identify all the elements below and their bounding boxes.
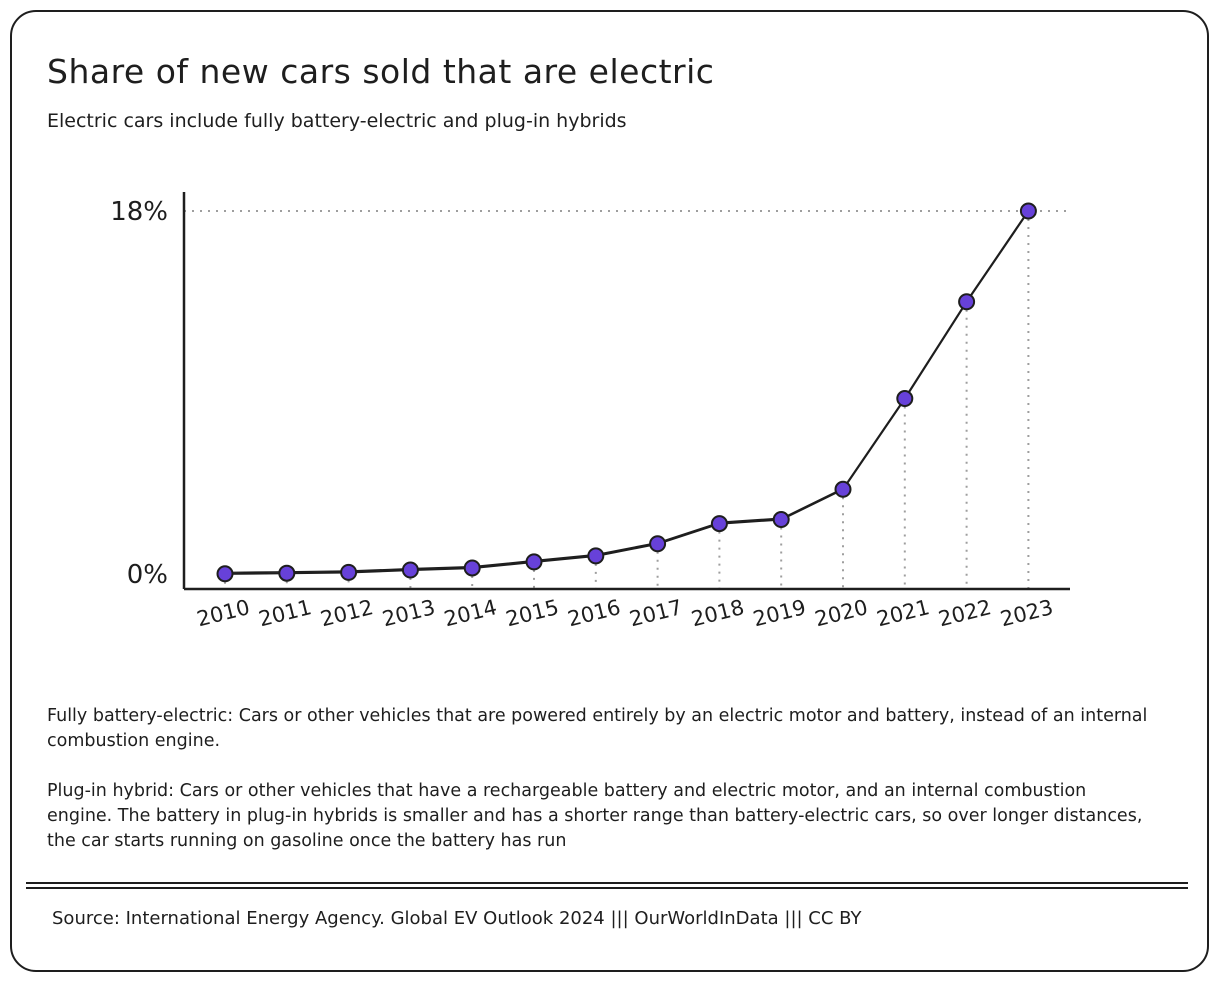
x-tick-label-2020: 2020 (812, 595, 870, 631)
data-point-2017 (649, 535, 667, 553)
x-tick-label-2022: 2022 (936, 595, 994, 631)
data-point-2012 (340, 563, 358, 581)
chart-title: Share of new cars sold that are electric (47, 52, 715, 91)
note-battery-electric: Fully battery-electric: Cars or other ve… (47, 706, 1148, 751)
x-tick-label-2012: 2012 (318, 595, 376, 631)
data-point-2023 (1019, 202, 1037, 220)
data-point-2010 (216, 565, 234, 583)
data-point-2020 (834, 480, 852, 498)
x-tick-label-2021: 2021 (874, 595, 932, 631)
definitions: Fully battery-electric: Cars or other ve… (47, 704, 1157, 879)
x-tick-label-2017: 2017 (627, 595, 685, 631)
x-tick-label-2013: 2013 (380, 595, 438, 631)
series-line-sketch (225, 209, 1030, 573)
x-tick-label-2015: 2015 (503, 595, 561, 631)
y-tick-label-1: 18% (110, 197, 168, 227)
y-tick-labels: 0% 18% (110, 197, 168, 590)
footer-divider-second (26, 887, 1188, 889)
x-tick-label-2018: 2018 (689, 595, 747, 631)
footer-divider (26, 882, 1188, 884)
source-note: Source: International Energy Agency. Glo… (52, 908, 862, 929)
note-plug-in-hybrid: Plug-in hybrid: Cars or other vehicles t… (47, 781, 1143, 851)
x-tick-label-2011: 2011 (256, 595, 314, 631)
data-point-2011 (278, 564, 296, 582)
x-tick-label-2016: 2016 (565, 595, 623, 631)
x-tick-label-2014: 2014 (442, 595, 500, 631)
x-tick-label-2023: 2023 (998, 595, 1056, 631)
data-point-2013 (401, 561, 419, 579)
x-tick-label-2010: 2010 (194, 595, 252, 631)
data-point-2014 (463, 559, 481, 577)
x-tick-labels: 2010 2011 2012 2013 2014 2015 2016 2017 2018 2019… (194, 595, 1055, 631)
x-tick-label-2019: 2019 (751, 595, 809, 631)
chart-card (10, 10, 1209, 972)
y-tick-label-0: 0% (127, 560, 168, 590)
data-point-2022 (958, 293, 976, 311)
data-point-2015 (525, 553, 543, 571)
chart-subtitle: Electric cars include fully battery-elec… (47, 110, 627, 132)
data-point-2019 (772, 511, 790, 529)
data-point-2021 (896, 390, 914, 408)
data-point-2018 (710, 515, 728, 533)
data-points (216, 202, 1037, 583)
data-point-2016 (587, 547, 605, 565)
